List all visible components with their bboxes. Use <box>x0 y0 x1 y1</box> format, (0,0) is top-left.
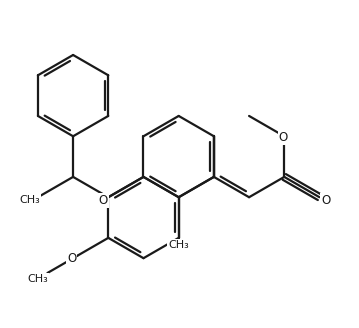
Text: O: O <box>321 195 330 207</box>
Text: CH₃: CH₃ <box>27 274 48 284</box>
Text: CH₃: CH₃ <box>20 195 41 205</box>
Text: O: O <box>67 253 76 265</box>
Text: CH₃: CH₃ <box>168 240 189 250</box>
Text: O: O <box>99 194 108 207</box>
Text: O: O <box>279 131 288 144</box>
